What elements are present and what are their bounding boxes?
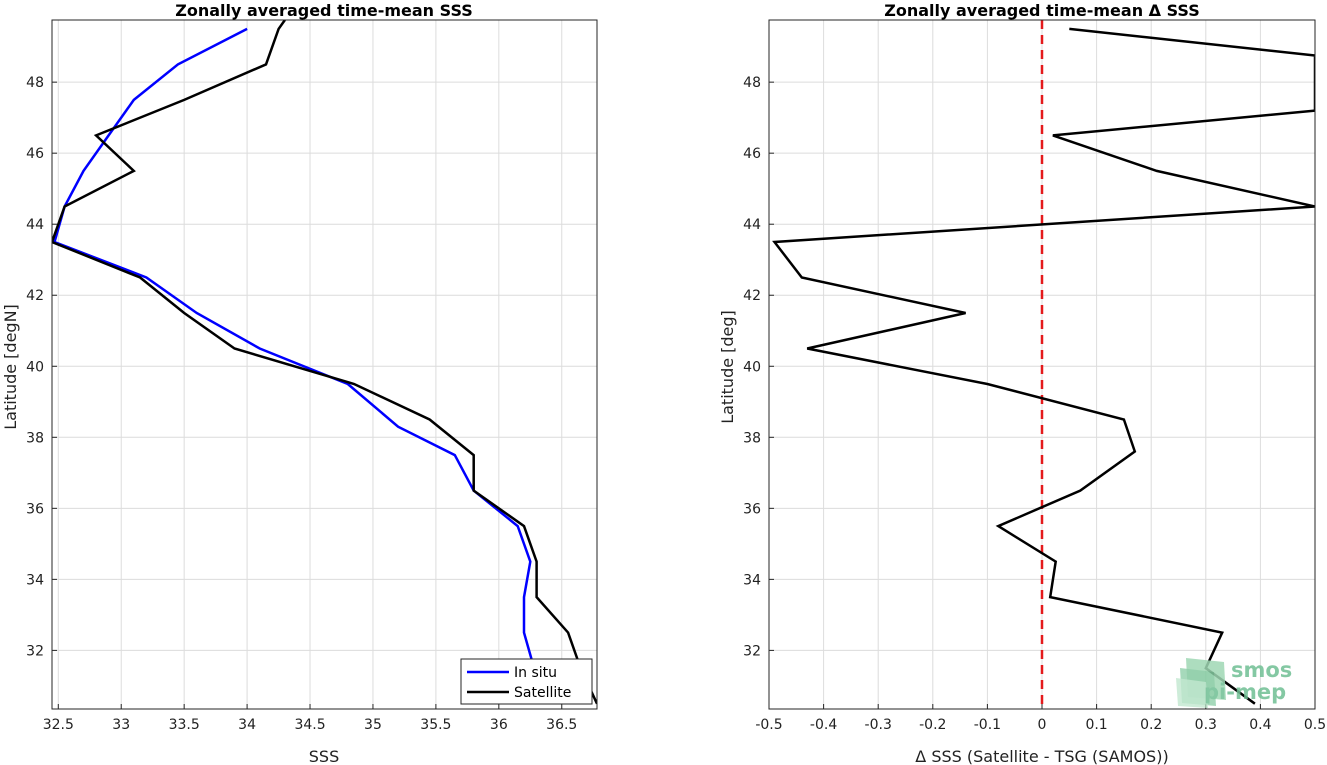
x-tick-label: 0.1 [1085, 717, 1107, 733]
legend-box [460, 658, 593, 705]
left-x-ticks: 32.5 33 33.5 34 34.5 35 35.5 36 36.5 [43, 704, 577, 733]
left-y-ticks: 32 34 36 38 40 42 44 46 48 [26, 75, 57, 659]
x-tick-label: 33.5 [169, 717, 200, 733]
x-tick-label: 0 [1038, 717, 1047, 733]
x-tick-label: -0.5 [755, 717, 782, 733]
y-tick-label: 42 [743, 288, 761, 304]
x-tick-label: 36.5 [546, 717, 577, 733]
y-tick-label: 46 [26, 146, 44, 162]
y-tick-label: 46 [743, 146, 761, 162]
x-tick-label: 32.5 [43, 717, 74, 733]
x-tick-label: 0.2 [1140, 717, 1162, 733]
y-tick-label: 42 [26, 288, 44, 304]
y-tick-label: 48 [743, 75, 761, 91]
y-tick-label: 44 [26, 217, 44, 233]
x-tick-label: 36 [490, 717, 508, 733]
x-tick-label: 33 [112, 717, 130, 733]
x-tick-label: 0.5 [1304, 717, 1326, 733]
legend-label-satellite: Satellite [514, 685, 571, 701]
y-tick-label: 40 [743, 359, 761, 375]
logo-text-pi-mep: pi-mep [1204, 680, 1286, 704]
x-tick-label: 35 [364, 717, 382, 733]
right-x-ticks: -0.5 -0.4 -0.3 -0.2 -0.1 0 0.1 0.2 0.3 0.4 0.5 [755, 704, 1326, 733]
y-tick-label: 36 [743, 501, 761, 517]
y-tick-label: 38 [743, 430, 761, 446]
left-grid [52, 20, 597, 709]
x-tick-label: -0.2 [919, 717, 946, 733]
y-tick-label: 32 [26, 643, 44, 659]
x-tick-label: -0.4 [810, 717, 837, 733]
x-tick-label: -0.3 [865, 717, 892, 733]
y-tick-label: 34 [26, 572, 44, 588]
left-chart-title: Zonally averaged time-mean SSS [175, 1, 473, 20]
y-tick-label: 48 [26, 75, 44, 91]
y-tick-label: 38 [26, 430, 44, 446]
x-tick-label: -0.1 [974, 717, 1001, 733]
right-series [772, 20, 1315, 709]
smos-pi-mep-logo: smos pi-mep [1176, 658, 1292, 708]
delta-sss-panel: Zonally averaged time-mean Δ SSS -0.5 -0.… [718, 1, 1326, 765]
y-tick-label: 40 [26, 359, 44, 375]
left-plot-frame [51, 19, 598, 710]
x-tick-label: 0.3 [1195, 717, 1217, 733]
legend: In situ Satellite [460, 658, 593, 705]
right-y-axis-label: Latitude [deg] [718, 310, 737, 424]
left-series [52, 20, 597, 705]
right-chart-title: Zonally averaged time-mean Δ SSS [884, 1, 1200, 20]
in-situ-series-line [52, 27, 551, 705]
y-tick-label: 44 [743, 217, 761, 233]
y-tick-label: 36 [26, 501, 44, 517]
y-tick-label: 34 [743, 572, 761, 588]
right-y-ticks: 32 34 36 38 40 42 44 46 48 [743, 75, 774, 659]
satellite-series-line [52, 20, 597, 705]
x-tick-label: 34 [238, 717, 256, 733]
left-x-axis-label: SSS [309, 747, 339, 765]
right-x-axis-label: Δ SSS (Satellite - TSG (SAMOS)) [915, 747, 1168, 765]
logo-mark-icon [1176, 658, 1226, 708]
legend-label-in-situ: In situ [514, 665, 557, 681]
y-tick-label: 32 [743, 643, 761, 659]
x-tick-label: 0.4 [1249, 717, 1271, 733]
logo-text-smos: smos [1231, 658, 1292, 682]
x-tick-label: 34.5 [294, 717, 325, 733]
x-tick-label: 35.5 [420, 717, 451, 733]
left-y-axis-label: Latitude [degN] [1, 304, 20, 430]
sss-panel: Zonally averaged time-mean SSS 32.5 33 33.… [1, 1, 598, 765]
delta-sss-series-line [772, 27, 1315, 705]
